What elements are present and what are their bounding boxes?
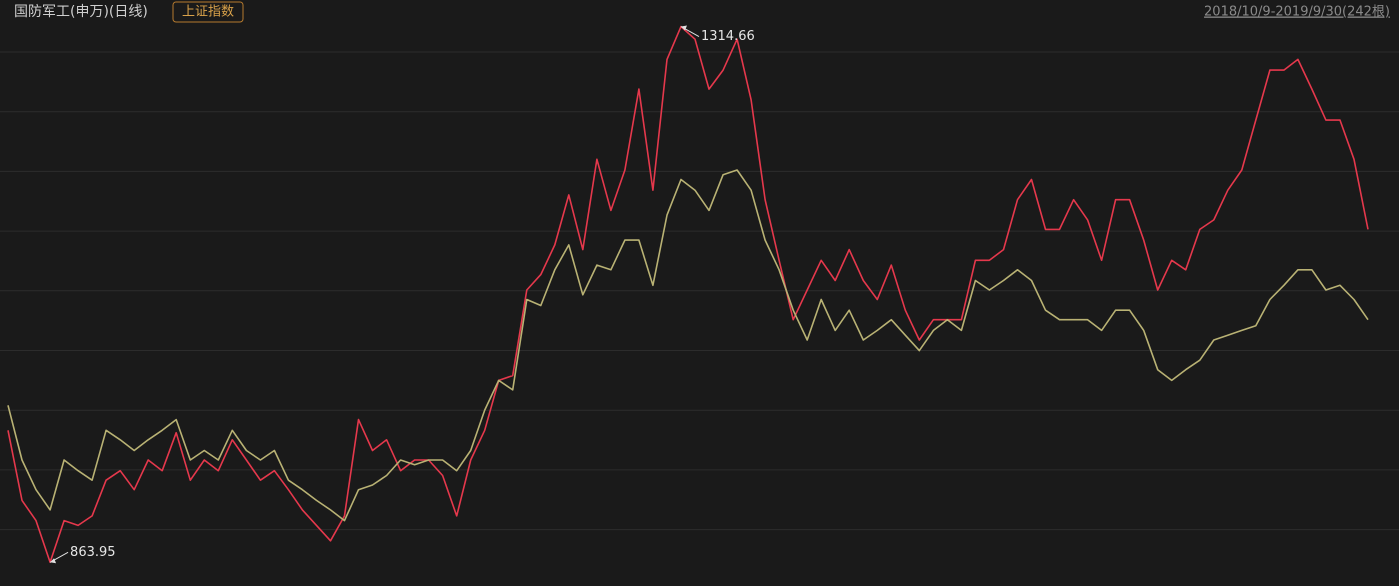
chart-title: 国防军工(申万)(日线)	[14, 4, 148, 20]
annotation-arrow	[50, 558, 57, 564]
grid	[0, 51, 1399, 531]
date-range[interactable]: 2018/10/9-2019/9/30(242根)	[1204, 5, 1390, 20]
annotation-arrow	[680, 25, 687, 31]
annotation-label: 1314.66	[701, 29, 755, 44]
legend-entry: 上证指数	[182, 5, 234, 20]
legend-badge	[172, 1, 244, 23]
annotation-label: 863.95	[70, 545, 116, 560]
series-line	[7, 25, 1369, 564]
series-line	[7, 169, 1369, 522]
